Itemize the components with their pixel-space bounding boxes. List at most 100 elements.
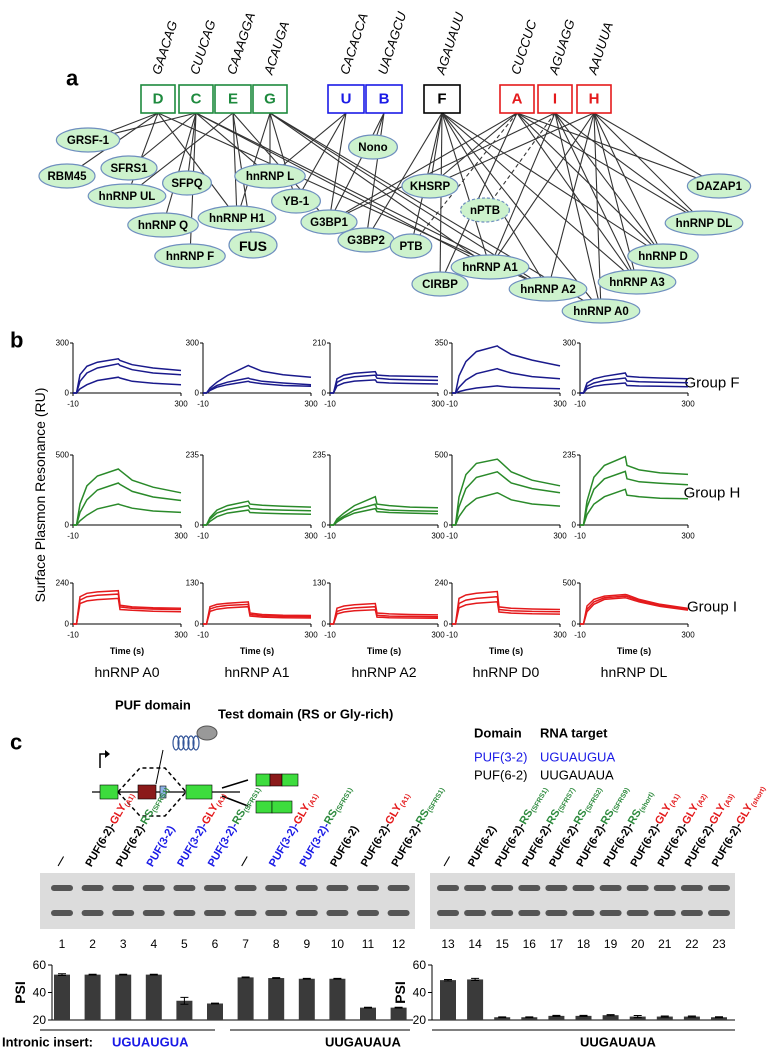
x-tick-label: -10: [197, 400, 209, 409]
sensorgram: [330, 602, 439, 625]
label-part: (A3): [723, 793, 736, 808]
edge: [441, 112, 664, 257]
edge: [162, 112, 197, 226]
insert: [159, 785, 167, 799]
lane-number: 17: [550, 937, 564, 951]
protein-node: [664, 210, 744, 236]
group-box: [252, 84, 288, 114]
error-bar: [687, 1015, 696, 1018]
group-letter: U: [341, 91, 352, 108]
y-tick-label: 0: [195, 389, 200, 398]
sensorgram: [73, 597, 182, 625]
gel-band: [112, 885, 135, 891]
gel-band: [142, 910, 165, 916]
bar: [467, 979, 484, 1020]
edge: [439, 112, 443, 285]
edge: [593, 112, 664, 257]
exon: [137, 784, 157, 800]
x-tick-label: -10: [446, 631, 458, 640]
table-cell: UUGAUAUA: [540, 768, 614, 783]
label-part: (SFRS1): [530, 787, 550, 814]
protein-label: hnRNP DL: [676, 218, 733, 230]
insert-sequence: UUGAUAUA: [325, 1035, 401, 1050]
gel-band: [265, 910, 288, 916]
protein-node: [508, 276, 588, 302]
x-tick-label: 300: [431, 532, 445, 541]
protein-name: hnRNP A2: [351, 664, 416, 680]
motif: GAACAG: [149, 19, 180, 77]
y-tick-label: 40: [413, 986, 427, 1000]
label-part: PUF(3-2)-: [267, 820, 302, 869]
protein-label: YB-1: [283, 196, 310, 208]
x-tick-label: -10: [197, 631, 209, 640]
edge: [516, 112, 720, 187]
x-tick-label: -10: [324, 400, 336, 409]
lane-label: —: [53, 853, 69, 869]
x-tick-label: 300: [304, 631, 318, 640]
pointer: [155, 749, 164, 785]
table-cell: UGUAUGUA: [540, 750, 615, 765]
sensorgram: [452, 601, 561, 625]
sensorgram: [452, 345, 561, 394]
label-part: (SFRS2): [584, 787, 604, 814]
bar: [176, 1000, 193, 1020]
y-tick-label: 300: [186, 339, 200, 348]
panel-label: c: [10, 730, 22, 755]
sensorgram: [203, 380, 312, 394]
label-part: PUF(6-2)-: [114, 820, 149, 869]
x-axis-label: Time (s): [489, 646, 523, 656]
bar: [145, 974, 162, 1020]
y-tick-label: 235: [563, 451, 577, 460]
gel-band: [437, 885, 459, 891]
y-tick-label: 210: [313, 339, 327, 348]
sensorgram: [203, 509, 312, 526]
edge-dashed: [410, 112, 518, 247]
gel: [40, 873, 415, 929]
lane-number: 12: [392, 937, 406, 951]
protein-node: [100, 155, 158, 181]
bar: [548, 1015, 565, 1020]
y-tick-label: 235: [186, 451, 200, 460]
protein-label: Nono: [358, 142, 387, 154]
group-letter: A: [512, 91, 523, 108]
gel-band: [518, 885, 541, 891]
puf-domain-icon: [172, 735, 200, 751]
y-tick-label: 0: [65, 620, 70, 629]
motif: UACAGCU: [375, 9, 410, 76]
error-bar: [606, 1014, 615, 1017]
lane-label: —: [236, 853, 252, 869]
exon: [255, 773, 271, 787]
error-bar: [660, 1015, 669, 1018]
protein-node: [300, 209, 358, 235]
insert-label: Intronic insert:: [2, 1035, 93, 1050]
gel-band: [491, 910, 514, 916]
error-bar: [88, 973, 97, 976]
y-tick-label: 500: [563, 579, 577, 588]
gel-band: [653, 910, 676, 916]
label-part: (A1): [669, 793, 682, 808]
y-tick-label: 0: [572, 389, 577, 398]
error-bar: [471, 977, 480, 982]
motif: AAUUUA: [585, 20, 616, 77]
bar: [84, 974, 101, 1020]
sensorgram: [452, 367, 561, 394]
gel-band: [572, 885, 595, 891]
lane-number: 5: [181, 937, 188, 951]
edge: [554, 112, 638, 283]
label-part: PUF(6-2)-: [359, 820, 394, 869]
gel-band: [234, 885, 257, 891]
gel-band: [326, 885, 349, 891]
label-part: (A1): [216, 793, 229, 808]
sensorgram: [73, 593, 182, 625]
edge: [554, 112, 664, 257]
x-tick-label: -10: [67, 400, 79, 409]
x-tick-label: 300: [681, 400, 695, 409]
table-header: RNA target: [540, 726, 608, 741]
lane-number: 18: [577, 937, 591, 951]
gel-band: [51, 910, 73, 916]
sensorgram: [73, 362, 182, 394]
y-tick-label: 0: [572, 521, 577, 530]
protein-node: [55, 127, 121, 153]
gel-band: [234, 910, 257, 916]
sensorgram: [452, 385, 561, 394]
